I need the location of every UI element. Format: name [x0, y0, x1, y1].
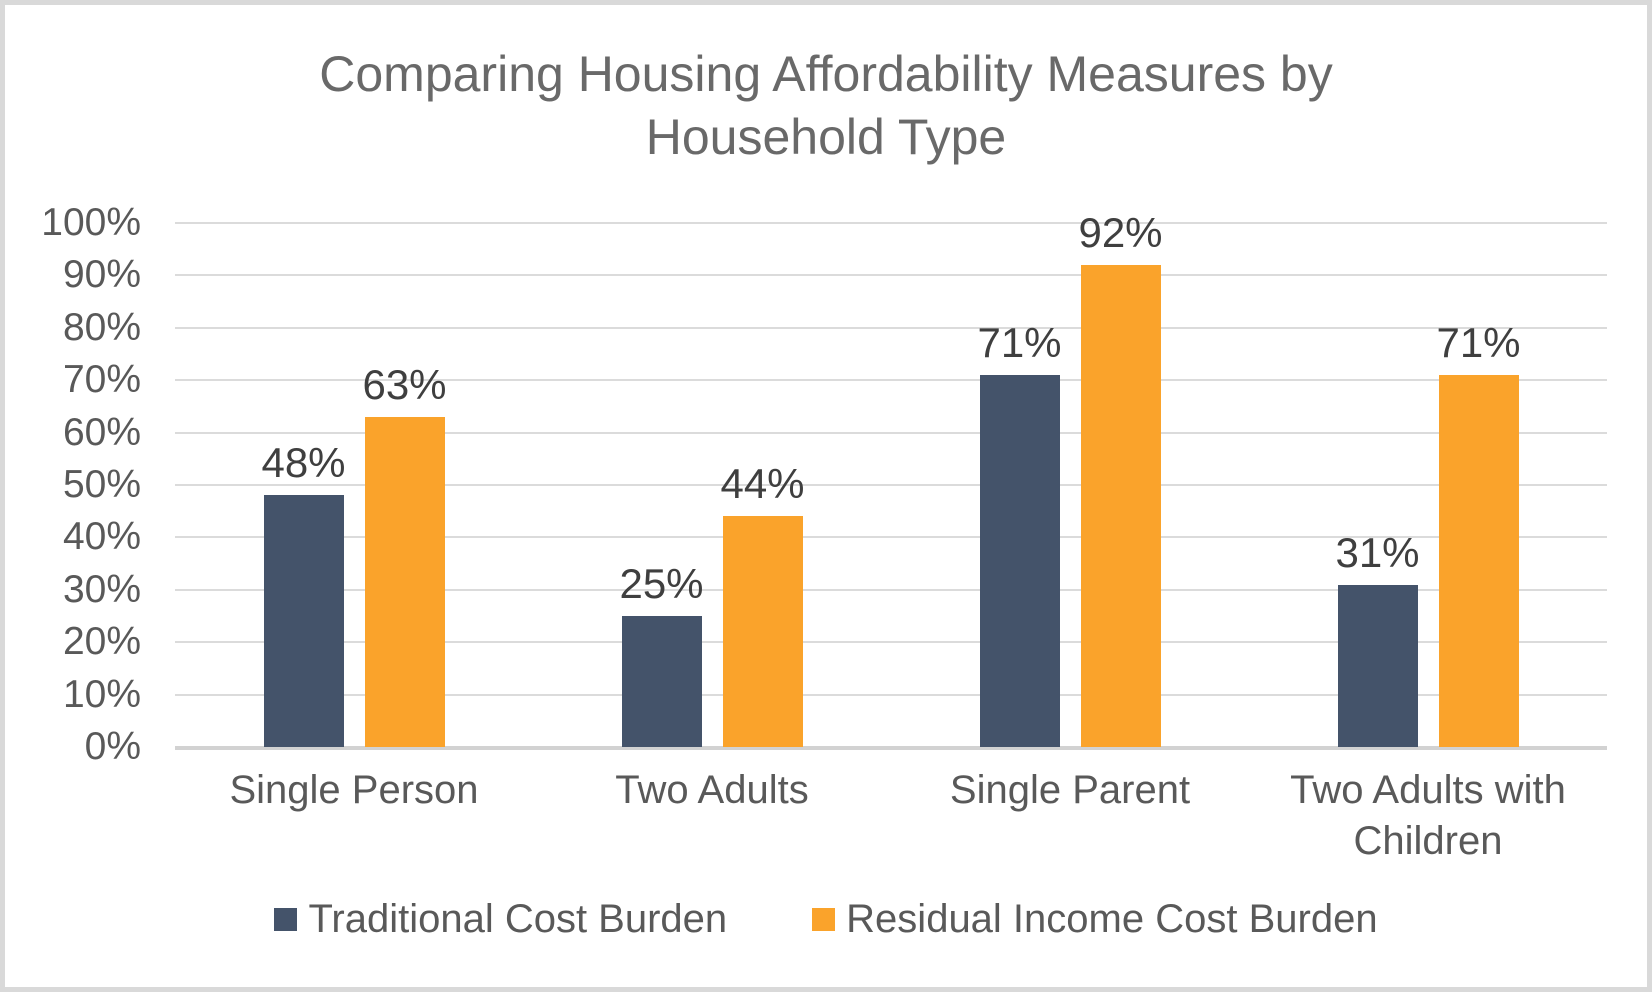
gridline [175, 641, 1607, 644]
bar-residual-income-cost-burden-single-person [364, 416, 445, 747]
bar-column: 71% [977, 223, 1062, 747]
bar-residual-income-cost-burden-single-parent [1080, 264, 1161, 747]
bar-column: 71% [1436, 223, 1521, 747]
chart-title: Comparing Housing Affordability Measures… [5, 43, 1647, 169]
x-axis-label-text: Single Parent [949, 768, 1191, 812]
x-axis: Single Person Two Adults Single Parent Two … [175, 765, 1607, 867]
x-axis-label-two-adults-with-children: Two Adults with Children [1249, 765, 1607, 867]
bar-column: 63% [362, 223, 447, 747]
bar-group-single-parent: 71% 92% [891, 209, 1249, 747]
x-axis-line [175, 746, 1607, 750]
legend-item-residual-income-cost-burden: Residual Income Cost Burden [812, 897, 1378, 942]
bar-group-single-person: 48% 63% [175, 223, 533, 747]
data-label: 48% [261, 439, 346, 487]
x-axis-label-single-person: Single Person [175, 765, 533, 867]
legend-label: Traditional Cost Burden [308, 897, 728, 941]
gridline [175, 693, 1607, 696]
legend-swatch-icon [812, 908, 836, 931]
chart-title-text: Comparing Housing Affordability Measures… [319, 46, 1333, 165]
bar-column: 92% [1078, 209, 1163, 747]
y-axis-label: 70% [62, 358, 141, 402]
plot-area: 48% 63% 25% 44% 71% 92% 31% 71% [175, 209, 1607, 750]
y-axis-label: 90% [62, 253, 141, 297]
y-axis-label: 20% [62, 620, 141, 664]
data-label: 31% [1335, 528, 1420, 576]
data-label: 63% [362, 360, 447, 408]
bar-residual-income-cost-burden-two-adults-with-children [1438, 374, 1519, 747]
data-label: 92% [1078, 208, 1163, 256]
gridline [175, 536, 1607, 539]
y-axis-label: 30% [62, 567, 141, 611]
x-axis-label-two-adults: Two Adults [533, 765, 891, 867]
legend-swatch-icon [274, 908, 298, 931]
data-label: 44% [720, 460, 805, 508]
gridline [175, 326, 1607, 329]
y-axis-label: 40% [62, 515, 141, 559]
x-axis-label-text: Two Adults with Children [1290, 768, 1566, 863]
gridline [175, 484, 1607, 486]
y-axis-label: 50% [62, 463, 141, 506]
data-label: 25% [619, 560, 704, 607]
bar-residual-income-cost-burden-two-adults [722, 516, 803, 747]
y-axis-label: 80% [62, 305, 141, 349]
y-axis-label: 10% [62, 672, 141, 716]
gridline [175, 588, 1607, 591]
bar-column: 25% [619, 223, 704, 747]
legend-item-traditional-cost-burden: Traditional Cost Burden [274, 897, 727, 942]
bar-column: 31% [1335, 223, 1420, 747]
x-axis-label-single-parent: Single Parent [891, 765, 1249, 867]
x-axis-label-text: Two Adults [615, 768, 809, 812]
gridline [175, 431, 1607, 434]
bar-group-two-adults: 25% 44% [533, 223, 891, 747]
data-label: 71% [1436, 318, 1521, 366]
bar-traditional-cost-burden-two-adults [621, 616, 702, 747]
bar-column: 48% [261, 223, 346, 747]
gridline [175, 379, 1607, 382]
y-axis: 100% 90% 80% 70% 60% 50% 40% 30% 20% 10% 0% [5, 201, 141, 768]
y-axis-label: 100% [41, 201, 141, 244]
bar-traditional-cost-burden-two-adults-with-children [1337, 584, 1418, 747]
legend-label: Residual Income Cost Burden [846, 897, 1378, 941]
bars-layer: 48% 63% 25% 44% 71% 92% 31% 71% [175, 209, 1607, 747]
y-axis-label: 0% [84, 725, 141, 768]
gridline [175, 222, 1607, 224]
bar-group-two-adults-with-children: 31% 71% [1249, 223, 1607, 747]
y-axis-label: 60% [62, 410, 141, 454]
gridlines [175, 222, 1607, 750]
x-axis-label-text: Single Person [229, 768, 479, 812]
bar-column: 44% [720, 223, 805, 747]
gridline [175, 274, 1607, 277]
bar-traditional-cost-burden-single-parent [979, 374, 1060, 747]
bar-traditional-cost-burden-single-person [263, 495, 344, 747]
data-label: 71% [977, 318, 1062, 366]
legend: Traditional Cost Burden Residual Income C… [5, 897, 1647, 942]
